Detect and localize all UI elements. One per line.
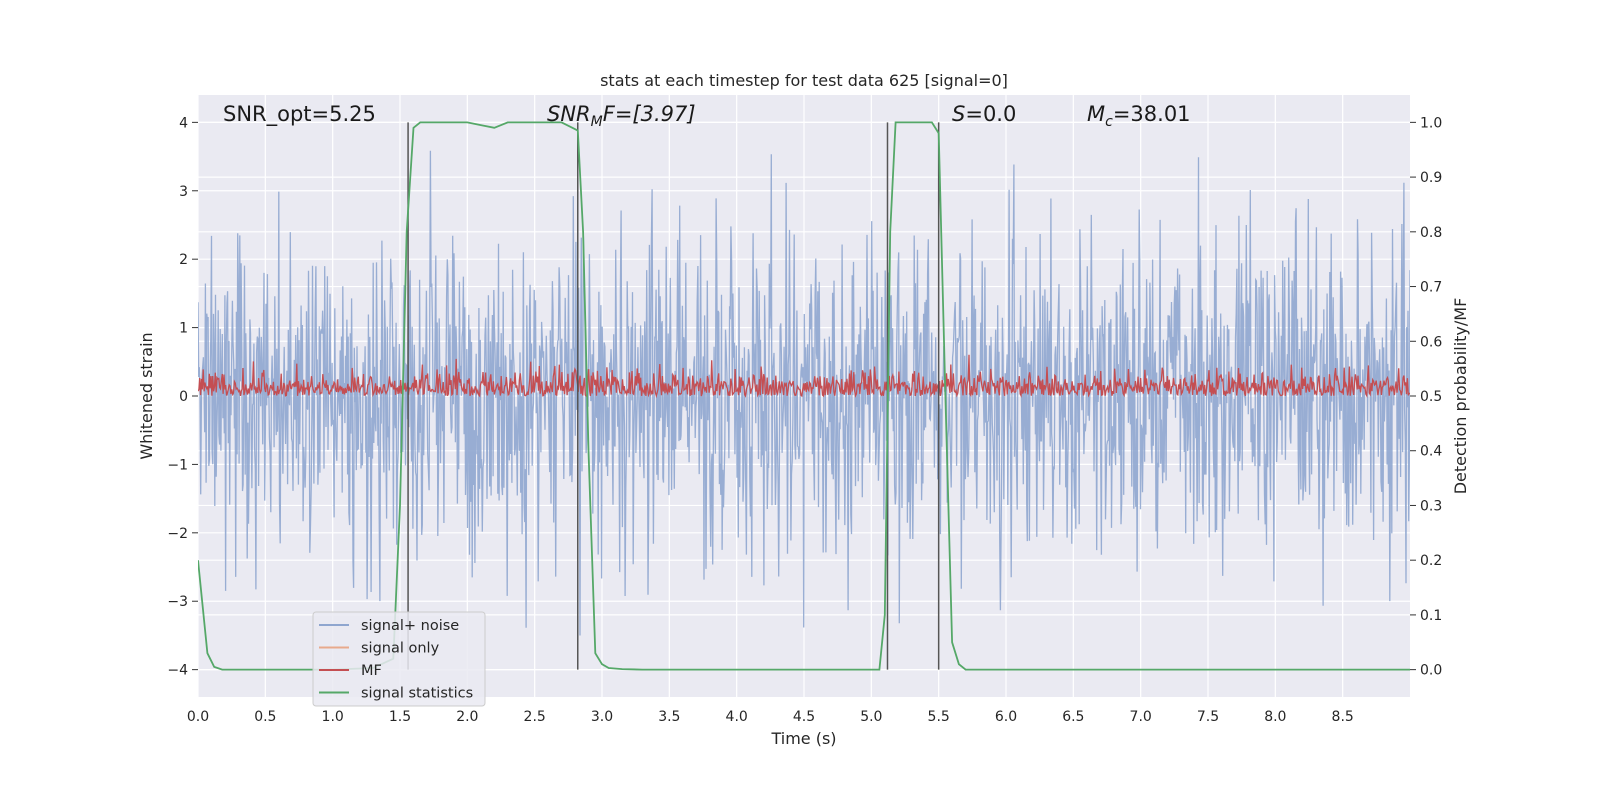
x-tick-label: 6.0 xyxy=(995,709,1017,725)
y-right-tick-label: 0.7 xyxy=(1420,280,1442,296)
annotation-mc: Mc=38.01 xyxy=(1087,102,1191,130)
y-tick-label: −1 xyxy=(167,457,188,473)
annotation-mc-value: =38.01 xyxy=(1113,102,1191,126)
x-tick-label: 5.5 xyxy=(928,709,950,725)
plot-content xyxy=(198,121,1410,671)
y-right-tick-label: 0.9 xyxy=(1420,170,1442,186)
x-tick-label: 5.0 xyxy=(860,709,882,725)
y-right-tick-label: 0.6 xyxy=(1420,334,1442,350)
x-tick-label: 1.5 xyxy=(389,709,411,725)
legend: signal+ noise signal only MF signal statist… xyxy=(312,611,486,707)
x-axis-label: Time (s) xyxy=(770,729,836,748)
x-tick-label: 4.0 xyxy=(726,709,748,725)
y-tick-label: 2 xyxy=(179,252,188,268)
y-right-tick-label: 1.0 xyxy=(1420,115,1442,131)
chart-title: stats at each timestep for test data 625… xyxy=(600,71,1008,90)
annotation-s-value: =0.0 xyxy=(965,102,1016,126)
y-right-tick-label: 0.1 xyxy=(1420,608,1442,624)
x-axis-ticks: 0.0 0.5 1.0 1.5 2.0 2.5 3.0 3.5 4.0 4.5 5.0 5.5 6.0 6… xyxy=(187,709,1354,725)
y-right-axis-ticks: 1.0 0.9 0.8 0.7 0.6 0.5 0.4 0.3 0.2 0.1 0.0 xyxy=(1410,115,1442,679)
annotation-snr-mf-subscript: M xyxy=(591,114,603,130)
legend-label: MF xyxy=(361,663,382,679)
annotation-snr-mf-symbol: SNR xyxy=(547,102,591,126)
mf-series xyxy=(198,354,1410,399)
y-axis-ticks: 4 3 2 1 0 −1 −2 −3 −4 xyxy=(167,115,198,679)
x-tick-label: 0.0 xyxy=(187,709,209,725)
y-right-axis-label: Detection probability/MF xyxy=(1451,298,1470,495)
x-tick-label: 2.0 xyxy=(456,709,478,725)
y-right-tick-label: 0.4 xyxy=(1420,444,1442,460)
y-right-tick-label: 0.0 xyxy=(1420,663,1442,679)
y-right-tick-label: 0.2 xyxy=(1420,553,1442,569)
annotation-mc-subscript: c xyxy=(1105,114,1113,130)
x-tick-label: 8.0 xyxy=(1264,709,1286,725)
x-tick-label: 2.5 xyxy=(524,709,546,725)
legend-label: signal+ noise xyxy=(361,618,459,634)
y-tick-label: −4 xyxy=(167,663,188,679)
y-right-tick-label: 0.8 xyxy=(1420,225,1442,241)
x-tick-label: 6.5 xyxy=(1062,709,1084,725)
y-tick-label: 1 xyxy=(179,321,188,337)
y-tick-label: −3 xyxy=(167,594,188,610)
x-tick-label: 7.0 xyxy=(1130,709,1152,725)
legend-label: signal only xyxy=(361,641,440,657)
annotation-s: S=0.0 xyxy=(952,102,1016,126)
x-tick-label: 8.5 xyxy=(1332,709,1354,725)
x-tick-label: 0.5 xyxy=(254,709,276,725)
y-tick-label: 4 xyxy=(179,115,188,131)
y-right-tick-label: 0.3 xyxy=(1420,498,1442,514)
y-right-tick-label: 0.5 xyxy=(1420,389,1442,405)
annotation-snr-mf: SNRMF=[3.97] xyxy=(547,102,696,130)
y-tick-label: 3 xyxy=(179,184,188,200)
legend-label: signal statistics xyxy=(361,686,473,702)
y-axis-label: Whitened strain xyxy=(137,332,156,459)
x-tick-label: 3.0 xyxy=(591,709,613,725)
y-tick-label: 0 xyxy=(179,389,188,405)
x-tick-label: 3.5 xyxy=(658,709,680,725)
x-tick-label: 4.5 xyxy=(793,709,815,725)
legend-box xyxy=(312,611,486,707)
x-tick-label: 1.0 xyxy=(322,709,344,725)
annotation-snr-opt: SNR_opt=5.25 xyxy=(223,102,376,127)
annotation-s-symbol: S xyxy=(952,102,965,126)
x-tick-label: 7.5 xyxy=(1197,709,1219,725)
annotation-snr-mf-value: F=[3.97] xyxy=(603,102,696,126)
y-tick-label: −2 xyxy=(167,526,188,542)
annotation-mc-symbol: M xyxy=(1087,102,1105,126)
